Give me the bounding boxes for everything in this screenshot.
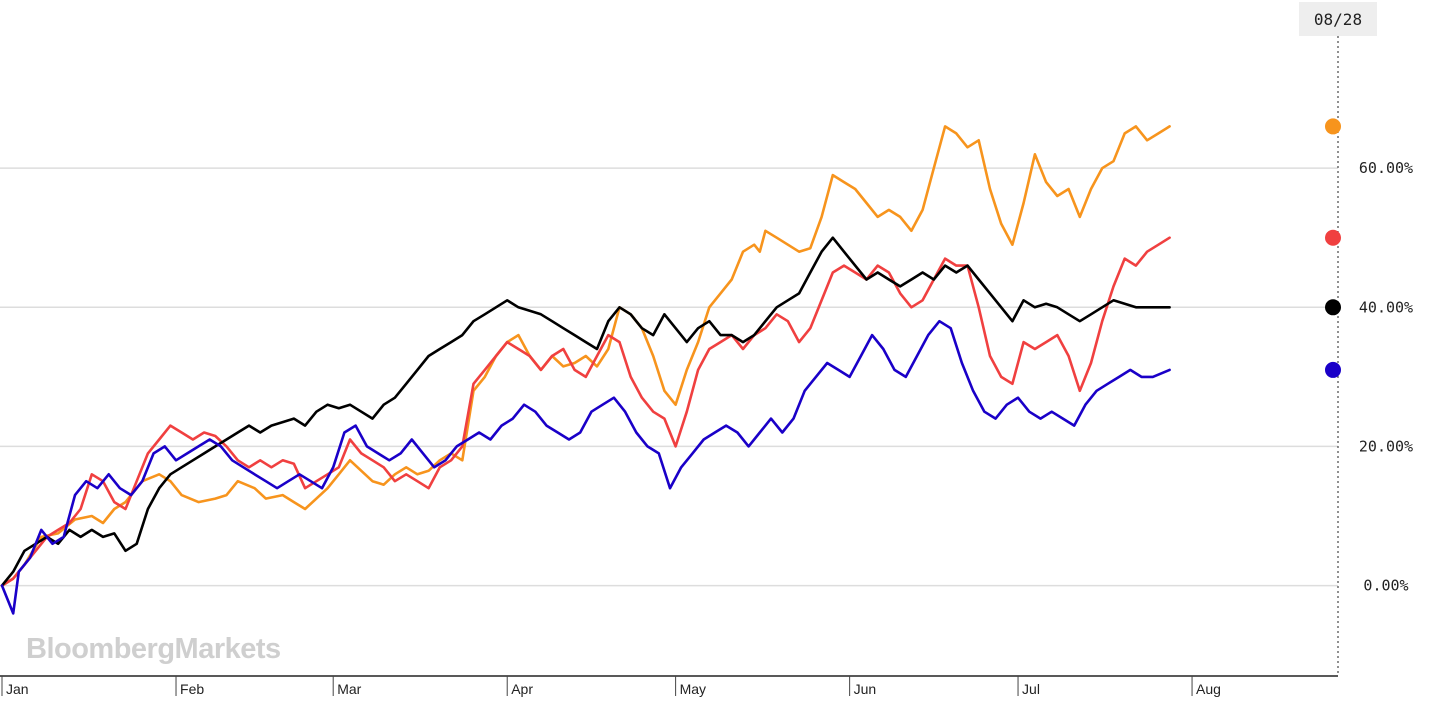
gridlines — [0, 167, 1338, 587]
series-line-3 — [0, 236, 1171, 587]
series-end-marker-4[interactable] — [1325, 361, 1341, 378]
x-tick-label: Apr — [511, 681, 533, 697]
x-tick-label: Jul — [1022, 681, 1040, 697]
series-end-marker-3[interactable] — [1325, 299, 1341, 316]
series-end-marker-2[interactable] — [1325, 229, 1341, 246]
series-line-2 — [0, 236, 1171, 587]
y-tick-label: 40.00% — [1359, 298, 1413, 316]
series-line-1 — [0, 125, 1171, 587]
y-axis: 0.00% 20.00% 40.00% 60.00% — [1359, 159, 1413, 594]
series-end-marker-1[interactable] — [1325, 118, 1341, 135]
end-markers — [1325, 118, 1341, 378]
x-tick-label: Aug — [1196, 681, 1221, 697]
cursor-date-box[interactable]: 08/28 — [1299, 2, 1377, 36]
y-tick-label: 0.00% — [1363, 577, 1408, 595]
cursor-date-label: 08/28 — [1314, 10, 1362, 29]
series-line-4 — [0, 319, 1171, 615]
series-layer — [0, 125, 1171, 615]
x-tick-label: May — [680, 681, 706, 697]
x-axis: Jan Feb Mar Apr May Jun Jul Aug — [0, 675, 1338, 697]
y-tick-label: 60.00% — [1359, 159, 1413, 177]
brand-watermark: BloombergMarkets — [26, 633, 281, 665]
x-tick-label: Jan — [6, 681, 29, 697]
x-tick-label: Jun — [854, 681, 877, 697]
x-tick-label: Feb — [180, 681, 204, 697]
y-tick-label: 20.00% — [1359, 437, 1413, 455]
x-tick-label: Mar — [337, 681, 361, 697]
